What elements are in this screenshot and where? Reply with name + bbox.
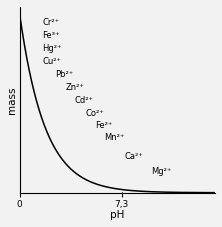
Text: Pb²⁺: Pb²⁺ [55, 70, 73, 79]
Text: Cu²⁺: Cu²⁺ [42, 57, 61, 66]
Text: Mn²⁺: Mn²⁺ [104, 133, 124, 142]
Text: Cr²⁺: Cr²⁺ [42, 18, 59, 27]
Text: Ca²⁺: Ca²⁺ [124, 152, 143, 161]
X-axis label: pH: pH [110, 210, 125, 220]
Y-axis label: mass: mass [7, 86, 17, 114]
Text: Co²⁺: Co²⁺ [85, 109, 104, 118]
Text: Hg²⁺: Hg²⁺ [42, 44, 62, 53]
Text: Fe²⁺: Fe²⁺ [95, 121, 112, 130]
Text: Zn²⁺: Zn²⁺ [66, 83, 85, 92]
Text: Cd²⁺: Cd²⁺ [74, 96, 93, 105]
Text: Mg²⁺: Mg²⁺ [152, 167, 172, 176]
Text: Fe³⁺: Fe³⁺ [42, 31, 60, 40]
